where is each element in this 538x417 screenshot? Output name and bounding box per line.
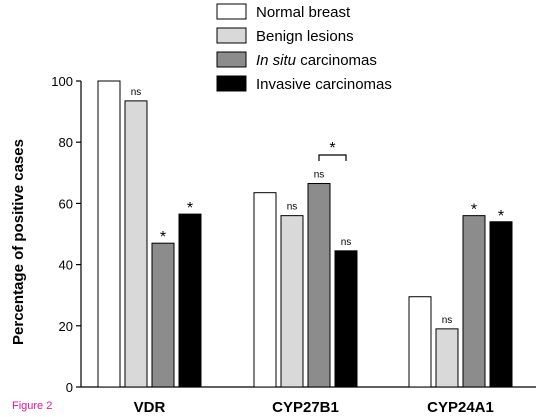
y-tick-label: 80 — [59, 135, 73, 150]
chart-annotations: ns * * ns ns ns ns * * * — [131, 87, 504, 326]
legend-label: In situ carcinomas — [256, 52, 377, 69]
y-tick-label: 20 — [59, 319, 73, 334]
figure-label: Figure 2 — [12, 400, 53, 412]
significance-ns: ns — [341, 237, 352, 248]
significance-star: * — [471, 202, 477, 219]
bracket-star: * — [329, 140, 335, 157]
significance-star: * — [160, 229, 166, 246]
significance-star: * — [187, 200, 193, 217]
significance-star: * — [498, 208, 504, 225]
significance-ns: ns — [287, 202, 298, 213]
legend-label: Normal breast — [256, 4, 351, 21]
significance-ns: ns — [314, 170, 325, 181]
bar-cyp27b1-series-0 — [253, 192, 277, 388]
x-category-label: CYP27B1 — [272, 399, 339, 416]
bar-vdr-series-1 — [124, 100, 148, 388]
legend-swatch — [216, 75, 247, 92]
y-tick-label: 0 — [66, 380, 73, 395]
bar-cyp24a1-series-2 — [462, 215, 486, 388]
bar-vdr-series-3 — [178, 213, 202, 388]
chart-axes: 0 20 40 60 80 100 Percentage of positive cases… — [10, 74, 536, 416]
legend-label: Benign lesions — [256, 28, 354, 45]
significance-ns: ns — [131, 87, 142, 98]
x-category-label: CYP24A1 — [427, 399, 494, 416]
legend-label: Invasive carcinomas — [256, 76, 392, 93]
bar-cyp27b1-series-3 — [334, 250, 358, 388]
bar-cyp24a1-series-3 — [489, 221, 513, 388]
bar-cyp24a1-series-1 — [435, 328, 459, 388]
y-tick-label: 40 — [59, 258, 73, 273]
x-category-label: VDR — [134, 399, 166, 416]
legend-swatch — [216, 27, 247, 44]
y-tick-label: 60 — [59, 196, 73, 211]
significance-bracket — [318, 154, 347, 161]
y-axis-label: Percentage of positive cases — [10, 139, 27, 345]
bar-cyp24a1-series-0 — [408, 296, 432, 388]
bar-vdr-series-0 — [97, 80, 121, 388]
bar-cyp27b1-series-2 — [307, 183, 331, 388]
chart-bars — [97, 80, 513, 388]
chart-legend: Normal breast Benign lesions In situ carci… — [216, 3, 392, 93]
significance-ns: ns — [442, 315, 453, 326]
legend-swatch — [216, 51, 247, 68]
bar-cyp27b1-series-1 — [280, 215, 304, 388]
legend-swatch — [216, 3, 247, 20]
y-tick-label: 100 — [51, 74, 73, 89]
bar-vdr-series-2 — [151, 242, 175, 388]
